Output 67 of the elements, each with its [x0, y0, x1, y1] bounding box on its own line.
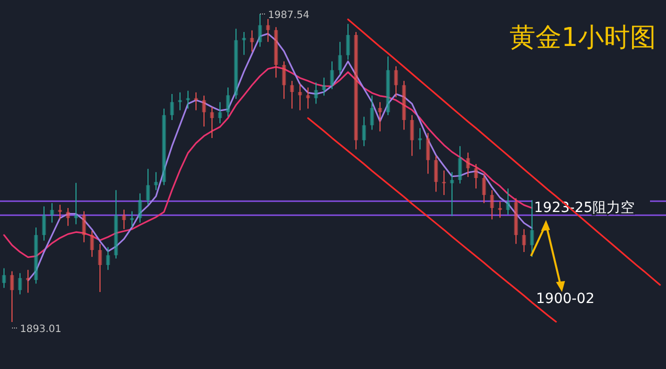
candlestick	[370, 95, 374, 130]
candlestick	[226, 86, 230, 118]
candlestick	[522, 228, 526, 252]
candlestick	[138, 192, 142, 224]
candlestick	[146, 168, 150, 206]
candlestick	[218, 102, 222, 124]
candlestick	[114, 190, 118, 259]
candlestick	[66, 207, 70, 226]
candlestick	[530, 200, 534, 258]
candlestick	[322, 77, 326, 96]
candlestick	[178, 92, 182, 111]
candlestick	[514, 198, 518, 244]
chart-title: 黄金1小时图	[509, 23, 656, 53]
candlestick	[130, 210, 134, 228]
candlestick	[482, 173, 486, 204]
candlestick	[154, 172, 158, 191]
candlestick	[82, 210, 86, 243]
candlestick	[378, 102, 382, 132]
candlestick	[98, 243, 102, 293]
candlestick	[362, 116, 366, 147]
annotation: 1987.54	[268, 10, 310, 21]
candlestick	[474, 164, 478, 189]
candlestick	[490, 190, 494, 220]
candlestick	[250, 30, 254, 52]
candlestick	[234, 28, 238, 100]
candlestick	[50, 202, 54, 224]
candlestick	[162, 108, 166, 186]
candlestick	[266, 18, 270, 42]
candlestick	[282, 60, 286, 100]
annotation: 1900-02	[536, 291, 594, 307]
candlestick	[498, 200, 502, 218]
candlestick	[394, 66, 398, 98]
text: 1893.01	[20, 324, 62, 335]
candlestick	[506, 188, 510, 216]
candlestick	[18, 272, 22, 295]
candlestick	[298, 84, 302, 111]
candlestick	[202, 95, 206, 128]
candlestick	[290, 80, 294, 110]
candlestick	[34, 227, 38, 284]
candlestick	[402, 80, 406, 130]
candlestick	[354, 32, 358, 150]
candlestick	[2, 268, 6, 288]
candlestick	[170, 93, 174, 121]
candlestick	[122, 209, 126, 230]
candlestick	[74, 182, 78, 225]
candlestick	[90, 230, 94, 258]
candlestick	[186, 90, 190, 110]
candlestick	[434, 155, 438, 192]
candlestick	[346, 23, 350, 60]
candlestick	[58, 204, 62, 220]
candlestick	[258, 14, 262, 48]
candlestick	[410, 114, 414, 156]
candlestick	[10, 270, 14, 322]
candlestick	[466, 152, 470, 178]
candlestick	[274, 26, 278, 78]
candlestick	[330, 60, 334, 90]
candlestick	[426, 132, 430, 174]
candlestick	[386, 56, 390, 116]
candlestick	[458, 146, 462, 184]
candlestick	[338, 41, 342, 75]
candlestick	[106, 246, 110, 270]
candlestick	[194, 92, 198, 111]
candlestick	[210, 106, 214, 138]
candlestick	[26, 269, 30, 294]
candlestick	[42, 206, 46, 242]
candlestick	[450, 172, 454, 217]
candlestick	[314, 82, 318, 104]
